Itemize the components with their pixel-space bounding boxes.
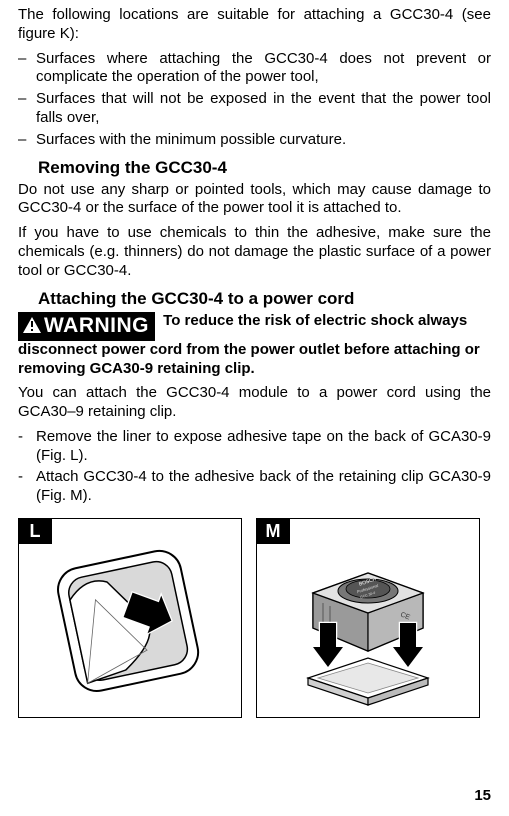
list-text: Attach GCC30-4 to the adhesive back of t…	[36, 468, 491, 506]
figure-L: L	[18, 518, 242, 718]
page-number: 15	[474, 787, 491, 806]
list-item: –Surfaces where attaching the GCC30-4 do…	[18, 50, 491, 88]
list-text: Remove the liner to expose adhesive tape…	[36, 428, 491, 466]
removing-p1: Do not use any sharp or pointed tools, w…	[18, 181, 491, 219]
figure-L-illustration	[45, 533, 215, 703]
removing-heading: Removing the GCC30-4	[38, 157, 491, 178]
dash-icon: -	[18, 428, 36, 466]
list-item: –Surfaces that will not be exposed in th…	[18, 90, 491, 128]
intro-paragraph: The following locations are suitable for…	[18, 6, 491, 44]
list-text: Surfaces where attaching the GCC30-4 doe…	[36, 50, 491, 88]
dash-icon: –	[18, 50, 36, 88]
warning-block: WARNING To reduce the risk of electric s…	[18, 312, 491, 379]
list-item: -Attach GCC30-4 to the adhesive back of …	[18, 468, 491, 506]
dash-icon: -	[18, 468, 36, 506]
figure-row: L M	[18, 518, 491, 718]
dash-icon: –	[18, 90, 36, 128]
warning-label-text: WARNING	[44, 314, 149, 337]
figure-M-illustration: BOSCH Professional GCC 30-4 CE	[268, 523, 468, 713]
warning-triangle-icon	[22, 316, 42, 334]
locations-list: –Surfaces where attaching the GCC30-4 do…	[18, 50, 491, 150]
attaching-heading: Attaching the GCC30-4 to a power cord	[38, 288, 491, 309]
attaching-p1: You can attach the GCC30-4 module to a p…	[18, 384, 491, 422]
figure-M: M BOSCH Professional GCC 30-4	[256, 518, 480, 718]
dash-icon: –	[18, 131, 36, 150]
figure-label-L: L	[18, 518, 52, 544]
figure-label-M: M	[256, 518, 290, 544]
list-item: -Remove the liner to expose adhesive tap…	[18, 428, 491, 466]
steps-list: -Remove the liner to expose adhesive tap…	[18, 428, 491, 506]
list-text: Surfaces that will not be exposed in the…	[36, 90, 491, 128]
warning-label: WARNING	[18, 312, 155, 341]
removing-p2: If you have to use chemicals to thin the…	[18, 224, 491, 280]
list-text: Surfaces with the minimum possible curva…	[36, 131, 491, 150]
list-item: –Surfaces with the minimum possible curv…	[18, 131, 491, 150]
